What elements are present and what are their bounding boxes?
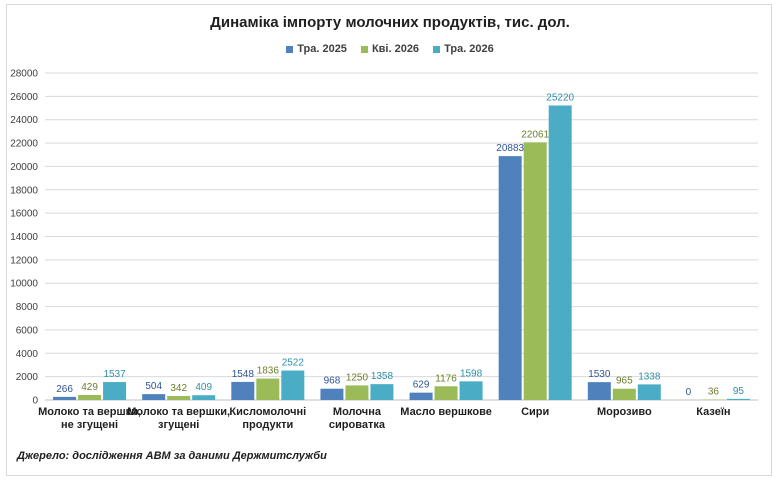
bar: [167, 396, 191, 400]
legend-label-series-1: Тра. 2025: [297, 43, 347, 55]
y-tick-label: 20000: [10, 162, 38, 173]
y-tick-label: 14000: [10, 232, 38, 243]
data-label: 1338: [638, 371, 661, 382]
y-tick-label: 10000: [10, 279, 38, 290]
y-tick-label: 24000: [10, 115, 38, 126]
y-tick-label: 2000: [16, 372, 39, 383]
x-category-label: не згущені: [61, 419, 118, 431]
y-tick-label: 18000: [10, 185, 38, 196]
bar: [587, 382, 611, 400]
data-label: 1530: [588, 369, 611, 380]
data-label: 629: [413, 380, 430, 391]
bar: [637, 384, 661, 400]
legend-label-series-3: Тра. 2026: [444, 43, 494, 55]
x-category-label: Молоко та вершки,: [38, 406, 141, 418]
data-label: 20883: [496, 143, 524, 154]
bar: [459, 381, 483, 400]
bar: [142, 394, 166, 400]
data-label: 2522: [282, 358, 305, 369]
x-category-label: згущені: [158, 419, 199, 431]
legend-swatch-series-3: [433, 45, 441, 53]
data-label: 1250: [346, 372, 369, 383]
bar: [498, 156, 522, 400]
y-tick-label: 26000: [10, 92, 38, 103]
y-tick-label: 8000: [16, 302, 39, 313]
bar: [612, 388, 636, 400]
x-category-label: Молочна: [333, 406, 382, 418]
data-label: 36: [708, 387, 720, 398]
data-label: 266: [56, 384, 73, 395]
bar: [53, 396, 77, 400]
bar: [256, 378, 280, 400]
y-tick-label: 12000: [10, 255, 38, 266]
data-label: 22061: [521, 129, 549, 140]
data-label: 1176: [435, 373, 457, 384]
data-label: 1598: [460, 368, 483, 379]
data-label: 1358: [371, 371, 394, 382]
bar: [409, 392, 433, 400]
data-label: 342: [170, 383, 187, 394]
y-tick-label: 28000: [10, 69, 38, 80]
y-tick-label: 22000: [10, 139, 38, 150]
chart-title: Динаміка імпорту молочних продуктів, тис…: [210, 14, 570, 31]
bar: [345, 385, 369, 400]
bar: [320, 388, 344, 400]
x-category-label: Морозиво: [597, 406, 652, 418]
data-label: 409: [195, 382, 212, 393]
legend-item-series-2: Кві. 2026: [360, 43, 420, 55]
legend-item-series-3: Тра. 2026: [433, 43, 494, 55]
x-category-label: Сири: [521, 406, 549, 418]
x-category-label: Масло вершкове: [400, 406, 492, 418]
data-label: 965: [616, 376, 633, 387]
x-category-label: сироватка: [329, 419, 386, 431]
bar: [103, 382, 127, 400]
data-label: 1537: [103, 369, 126, 380]
data-label: 0: [686, 387, 692, 398]
data-label: 429: [81, 382, 98, 393]
chart-legend: Тра. 2025 Кві. 2026 Тра. 2026: [0, 43, 780, 55]
y-tick-label: 6000: [16, 325, 39, 336]
chart-source-note: Джерело: дослідження АВМ за даними Держм…: [17, 450, 327, 462]
data-label: 504: [145, 381, 162, 392]
data-label: 1836: [257, 366, 280, 377]
bar: [434, 386, 458, 400]
data-label: 968: [324, 376, 341, 387]
x-category-label: Казеїн: [696, 406, 730, 418]
data-label: 1548: [232, 369, 255, 380]
bar: [548, 105, 572, 400]
x-category-label: продукти: [242, 419, 293, 431]
legend-item-series-1: Тра. 2025: [286, 43, 347, 55]
bar: [231, 381, 255, 400]
data-label: 25220: [546, 92, 574, 103]
bar: [726, 398, 750, 400]
bar: [370, 384, 394, 400]
legend-swatch-series-2: [360, 45, 368, 53]
bar: [78, 394, 102, 400]
x-category-label: Молоко та вершки,: [127, 406, 230, 418]
bar: [281, 370, 305, 400]
bar: [523, 142, 547, 400]
y-tick-label: 16000: [10, 209, 38, 220]
legend-swatch-series-1: [286, 45, 294, 53]
data-label: 95: [733, 386, 745, 397]
y-tick-label: 4000: [16, 349, 39, 360]
legend-label-series-2: Кві. 2026: [371, 43, 420, 55]
y-tick-label: 0: [32, 396, 38, 407]
bar: [192, 395, 216, 400]
x-category-label: Кисломолочні: [229, 406, 306, 418]
